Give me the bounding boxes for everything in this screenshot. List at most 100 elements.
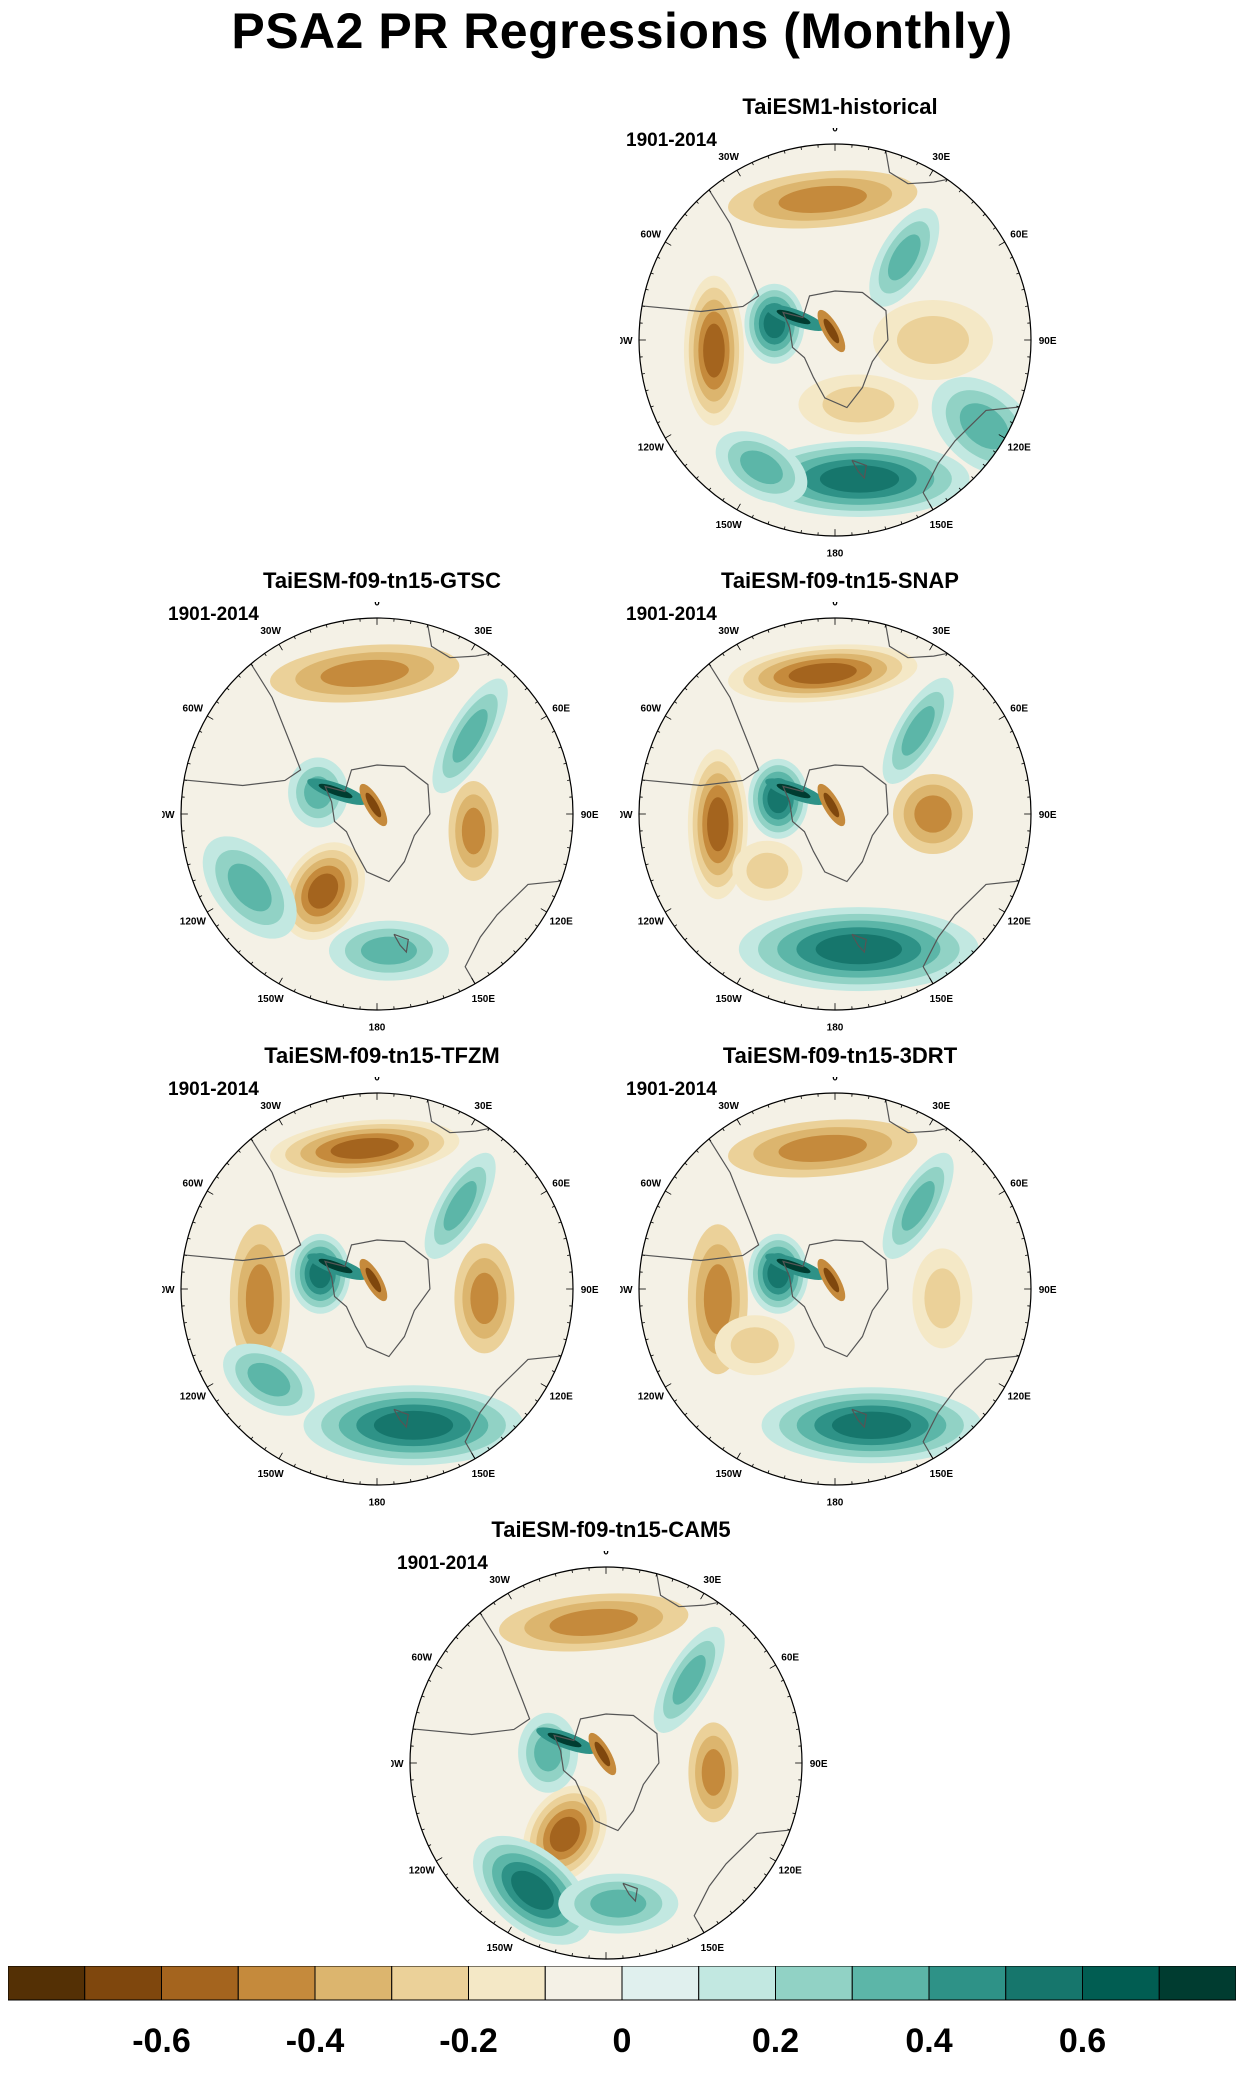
regression-contour bbox=[823, 1267, 840, 1293]
map-tick bbox=[410, 1004, 412, 1008]
map-tick bbox=[226, 687, 230, 691]
map-tick bbox=[998, 434, 1005, 439]
map-tick bbox=[426, 1475, 429, 1479]
longitude-label: 90E bbox=[810, 1759, 828, 1770]
map-tick bbox=[641, 1322, 645, 1324]
figure-title: PSA2 PR Regressions (Monthly) bbox=[231, 3, 1013, 59]
map-tick bbox=[708, 487, 712, 491]
regression-contour bbox=[914, 795, 952, 833]
map-tick bbox=[571, 1569, 573, 1573]
map-tick bbox=[558, 1354, 562, 1357]
colorbar bbox=[8, 1966, 1236, 2001]
map-tick bbox=[238, 950, 241, 953]
map-panel-tfzm: TaiESM-f09-tn15-TFZM 1901-2014 0 30E 60E 90… bbox=[162, 1043, 602, 1513]
map-tick bbox=[471, 1119, 476, 1126]
map-tick bbox=[487, 653, 490, 657]
map-tick bbox=[567, 1322, 571, 1324]
map-tick bbox=[971, 950, 974, 953]
map-tick bbox=[650, 405, 654, 408]
map-tick bbox=[264, 653, 267, 657]
regression-contour bbox=[247, 1362, 291, 1397]
map-tick bbox=[916, 1111, 919, 1115]
map-tick bbox=[293, 1111, 296, 1115]
regression-contour bbox=[549, 1608, 638, 1636]
map-tick bbox=[199, 1205, 203, 1208]
map-tick bbox=[442, 995, 445, 999]
new-zealand-coastline bbox=[851, 933, 867, 954]
regression-contour bbox=[819, 465, 900, 493]
longitude-label: 120E bbox=[778, 1865, 802, 1876]
map-tick bbox=[487, 1128, 490, 1132]
map-tick bbox=[729, 1612, 733, 1616]
map-tick bbox=[708, 961, 712, 965]
map-tick bbox=[657, 730, 661, 733]
map-tick bbox=[674, 701, 678, 704]
map-tick bbox=[500, 961, 504, 965]
longitude-label: 30E bbox=[474, 1101, 492, 1112]
map-tick bbox=[442, 1470, 445, 1474]
australia-coastline bbox=[922, 1355, 1020, 1460]
map-tick bbox=[665, 1190, 672, 1195]
map-tick bbox=[645, 1237, 649, 1240]
map-tick bbox=[264, 1446, 267, 1450]
map-tick bbox=[958, 663, 962, 667]
map-tick bbox=[458, 1463, 461, 1467]
map-tick bbox=[657, 421, 661, 424]
map-tick bbox=[1016, 272, 1020, 275]
map-tick bbox=[736, 977, 741, 984]
map-tick bbox=[982, 1412, 986, 1416]
map-tick bbox=[900, 1104, 903, 1108]
map-tick bbox=[567, 847, 571, 849]
map-tick bbox=[665, 434, 672, 439]
map-tick bbox=[1016, 1221, 1020, 1224]
regression-contour bbox=[330, 1137, 399, 1159]
map-tick bbox=[500, 1138, 504, 1142]
map-tick bbox=[751, 636, 754, 640]
map-tick bbox=[916, 988, 919, 992]
africa-coastline bbox=[885, 1099, 948, 1134]
colorbar-swatch bbox=[544, 1966, 623, 2001]
map-tick bbox=[650, 272, 654, 275]
new-zealand-coastline bbox=[393, 933, 409, 954]
panel-period: 1901-2014 bbox=[168, 604, 259, 625]
polar-map: 030E60E90E120E150E180150W120W90W60W30W bbox=[391, 1551, 828, 1981]
panel-title: TaiESM-f09-tn15-GTSC bbox=[263, 568, 501, 593]
map-tick bbox=[554, 1949, 557, 1953]
map-tick bbox=[736, 644, 741, 651]
map-tick bbox=[1009, 1205, 1013, 1208]
map-tick bbox=[767, 995, 770, 999]
map-tick bbox=[342, 1095, 344, 1099]
longitude-label: 180 bbox=[369, 1498, 386, 1507]
map-tick bbox=[551, 1370, 555, 1373]
map-tick bbox=[742, 1624, 745, 1627]
map-tick bbox=[522, 1585, 525, 1589]
map-tick bbox=[796, 1796, 800, 1798]
map-tick bbox=[929, 1452, 934, 1459]
map-tick bbox=[868, 620, 870, 624]
map-tick bbox=[199, 730, 203, 733]
regression-contour bbox=[959, 403, 1009, 450]
map-tick bbox=[684, 1412, 688, 1416]
longitude-label: 150E bbox=[472, 994, 496, 1005]
longitude-label: 0 bbox=[832, 128, 838, 134]
map-tick bbox=[467, 1899, 470, 1902]
south-america-coastline bbox=[183, 1138, 302, 1262]
map-tick bbox=[183, 847, 187, 849]
longitude-label: 90W bbox=[162, 810, 175, 821]
australia-coastline bbox=[922, 406, 1020, 511]
map-tick bbox=[641, 779, 645, 781]
map-tick bbox=[207, 908, 214, 913]
map-tick bbox=[442, 629, 445, 633]
map-tick bbox=[992, 450, 996, 453]
longitude-label: 120W bbox=[638, 1391, 665, 1402]
map-tick bbox=[645, 863, 649, 866]
colorbar-swatch bbox=[391, 1966, 469, 2001]
map-tick bbox=[729, 1910, 733, 1914]
longitude-label: 120E bbox=[549, 916, 573, 927]
south-america-coastline bbox=[641, 1138, 760, 1262]
longitude-label: 150W bbox=[716, 520, 743, 531]
longitude-label: 0 bbox=[832, 1077, 838, 1083]
map-tick bbox=[278, 644, 283, 651]
antarctica-coastline bbox=[782, 764, 889, 883]
longitude-label: 120E bbox=[549, 1391, 573, 1402]
